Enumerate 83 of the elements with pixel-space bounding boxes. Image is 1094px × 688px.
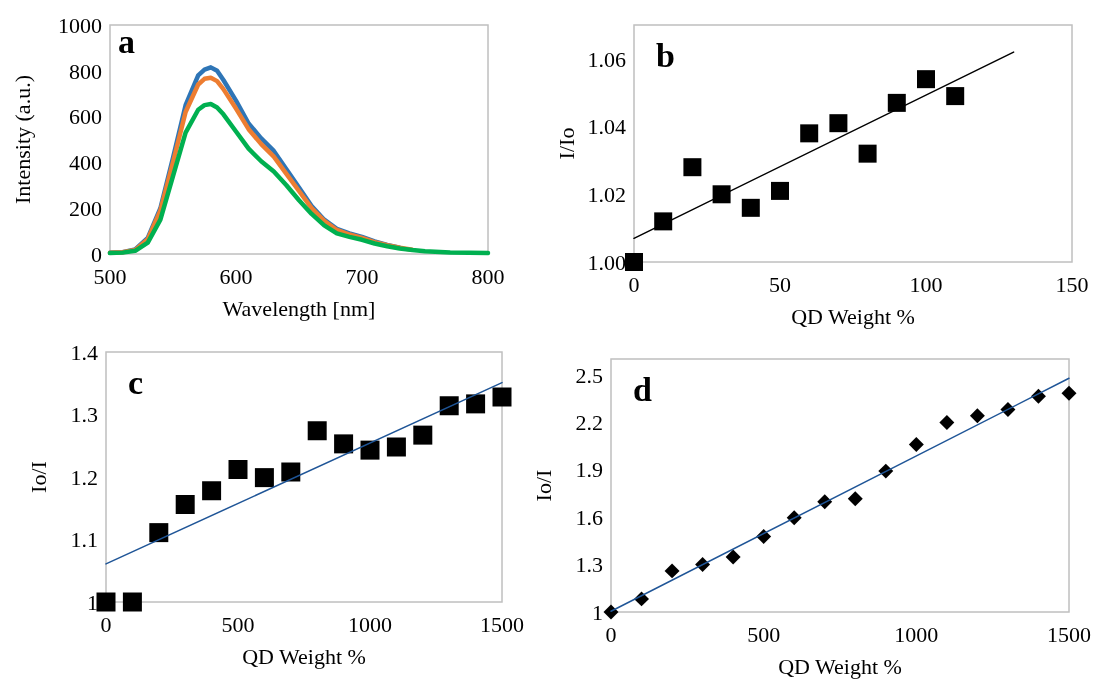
point	[829, 114, 848, 133]
x-tick-label: 50	[769, 272, 791, 297]
x-axis-title: QD Weight %	[778, 654, 902, 679]
line-series	[107, 101, 491, 256]
x-tick-label: 500	[747, 622, 781, 647]
y-tick-label: 1.3	[575, 552, 603, 578]
x-axis-title: QD Weight %	[242, 644, 366, 669]
annotation: b	[656, 37, 675, 74]
y-axis-title: I/Io	[554, 127, 579, 160]
x-axis-title: QD Weight %	[791, 304, 915, 329]
point	[847, 491, 863, 507]
y-tick-label: 1.1	[70, 527, 98, 553]
y-tick-label: 1	[592, 599, 603, 625]
point	[413, 425, 433, 445]
point	[725, 549, 741, 565]
x-tick-label: 500	[93, 264, 127, 289]
y-tick-label: 200	[69, 195, 102, 221]
point	[466, 394, 486, 414]
y-tick-label: 1.2	[70, 464, 98, 490]
y-tick-label: 1.9	[575, 457, 603, 483]
y-tick-label: 2.5	[575, 362, 603, 388]
y-tick-label: 1.06	[587, 46, 626, 72]
x-tick-label: 1000	[894, 622, 939, 647]
y-tick-label: 1.3	[70, 402, 98, 428]
point	[307, 421, 327, 441]
point	[96, 592, 116, 612]
point	[771, 181, 789, 200]
y-tick-label: 1	[87, 589, 98, 615]
point	[625, 253, 643, 271]
point	[969, 408, 985, 424]
annotation: c	[128, 364, 144, 401]
point	[683, 158, 702, 177]
y-axis-title: Io/I	[531, 469, 556, 502]
point	[254, 468, 274, 488]
point	[654, 212, 673, 231]
point	[360, 440, 380, 460]
y-tick-label: 1.00	[587, 249, 626, 275]
y-tick-label: 1.4	[70, 339, 98, 365]
y-tick-label: 800	[69, 58, 102, 84]
x-tick-label: 150	[1055, 272, 1089, 297]
point	[800, 124, 819, 143]
point	[439, 396, 459, 416]
point	[1061, 385, 1077, 401]
y-tick-label: 600	[69, 104, 102, 130]
point	[887, 93, 906, 112]
point	[386, 437, 406, 457]
point	[175, 495, 195, 514]
x-tick-label: 500	[221, 612, 255, 637]
x-tick-label: 600	[219, 264, 253, 289]
annotation: a	[118, 23, 135, 60]
annotation: d	[633, 371, 652, 408]
y-axis-title: Io/I	[26, 461, 51, 493]
point	[492, 387, 512, 407]
x-tick-label: 1500	[1047, 622, 1091, 647]
x-tick-label: 100	[909, 272, 943, 297]
x-axis-title: Wavelength [nm]	[222, 296, 376, 321]
y-tick-label: 1.02	[587, 181, 626, 207]
x-tick-label: 700	[345, 264, 379, 289]
point	[917, 70, 935, 89]
x-tick-label: 1000	[348, 612, 392, 637]
point	[946, 87, 965, 106]
y-tick-label: 2.2	[575, 409, 603, 435]
point	[741, 198, 760, 217]
point	[149, 523, 169, 543]
point	[858, 144, 877, 163]
point	[334, 434, 354, 454]
y-tick-label: 400	[69, 150, 102, 176]
y-tick-label: 1000	[58, 12, 102, 38]
point	[281, 462, 301, 482]
point	[122, 592, 142, 612]
y-tick-label: 1.6	[575, 504, 603, 530]
point	[712, 185, 731, 204]
x-tick-label: 800	[471, 264, 505, 289]
point	[603, 604, 619, 620]
point	[908, 437, 924, 453]
point	[664, 563, 680, 579]
point	[939, 414, 955, 430]
y-tick-label: 0	[91, 241, 102, 267]
y-tick-label: 1.04	[587, 114, 626, 140]
x-tick-label: 1500	[480, 612, 524, 637]
point	[202, 481, 222, 501]
point	[228, 460, 248, 479]
y-axis-title: Intensity (a.u.)	[10, 75, 35, 204]
